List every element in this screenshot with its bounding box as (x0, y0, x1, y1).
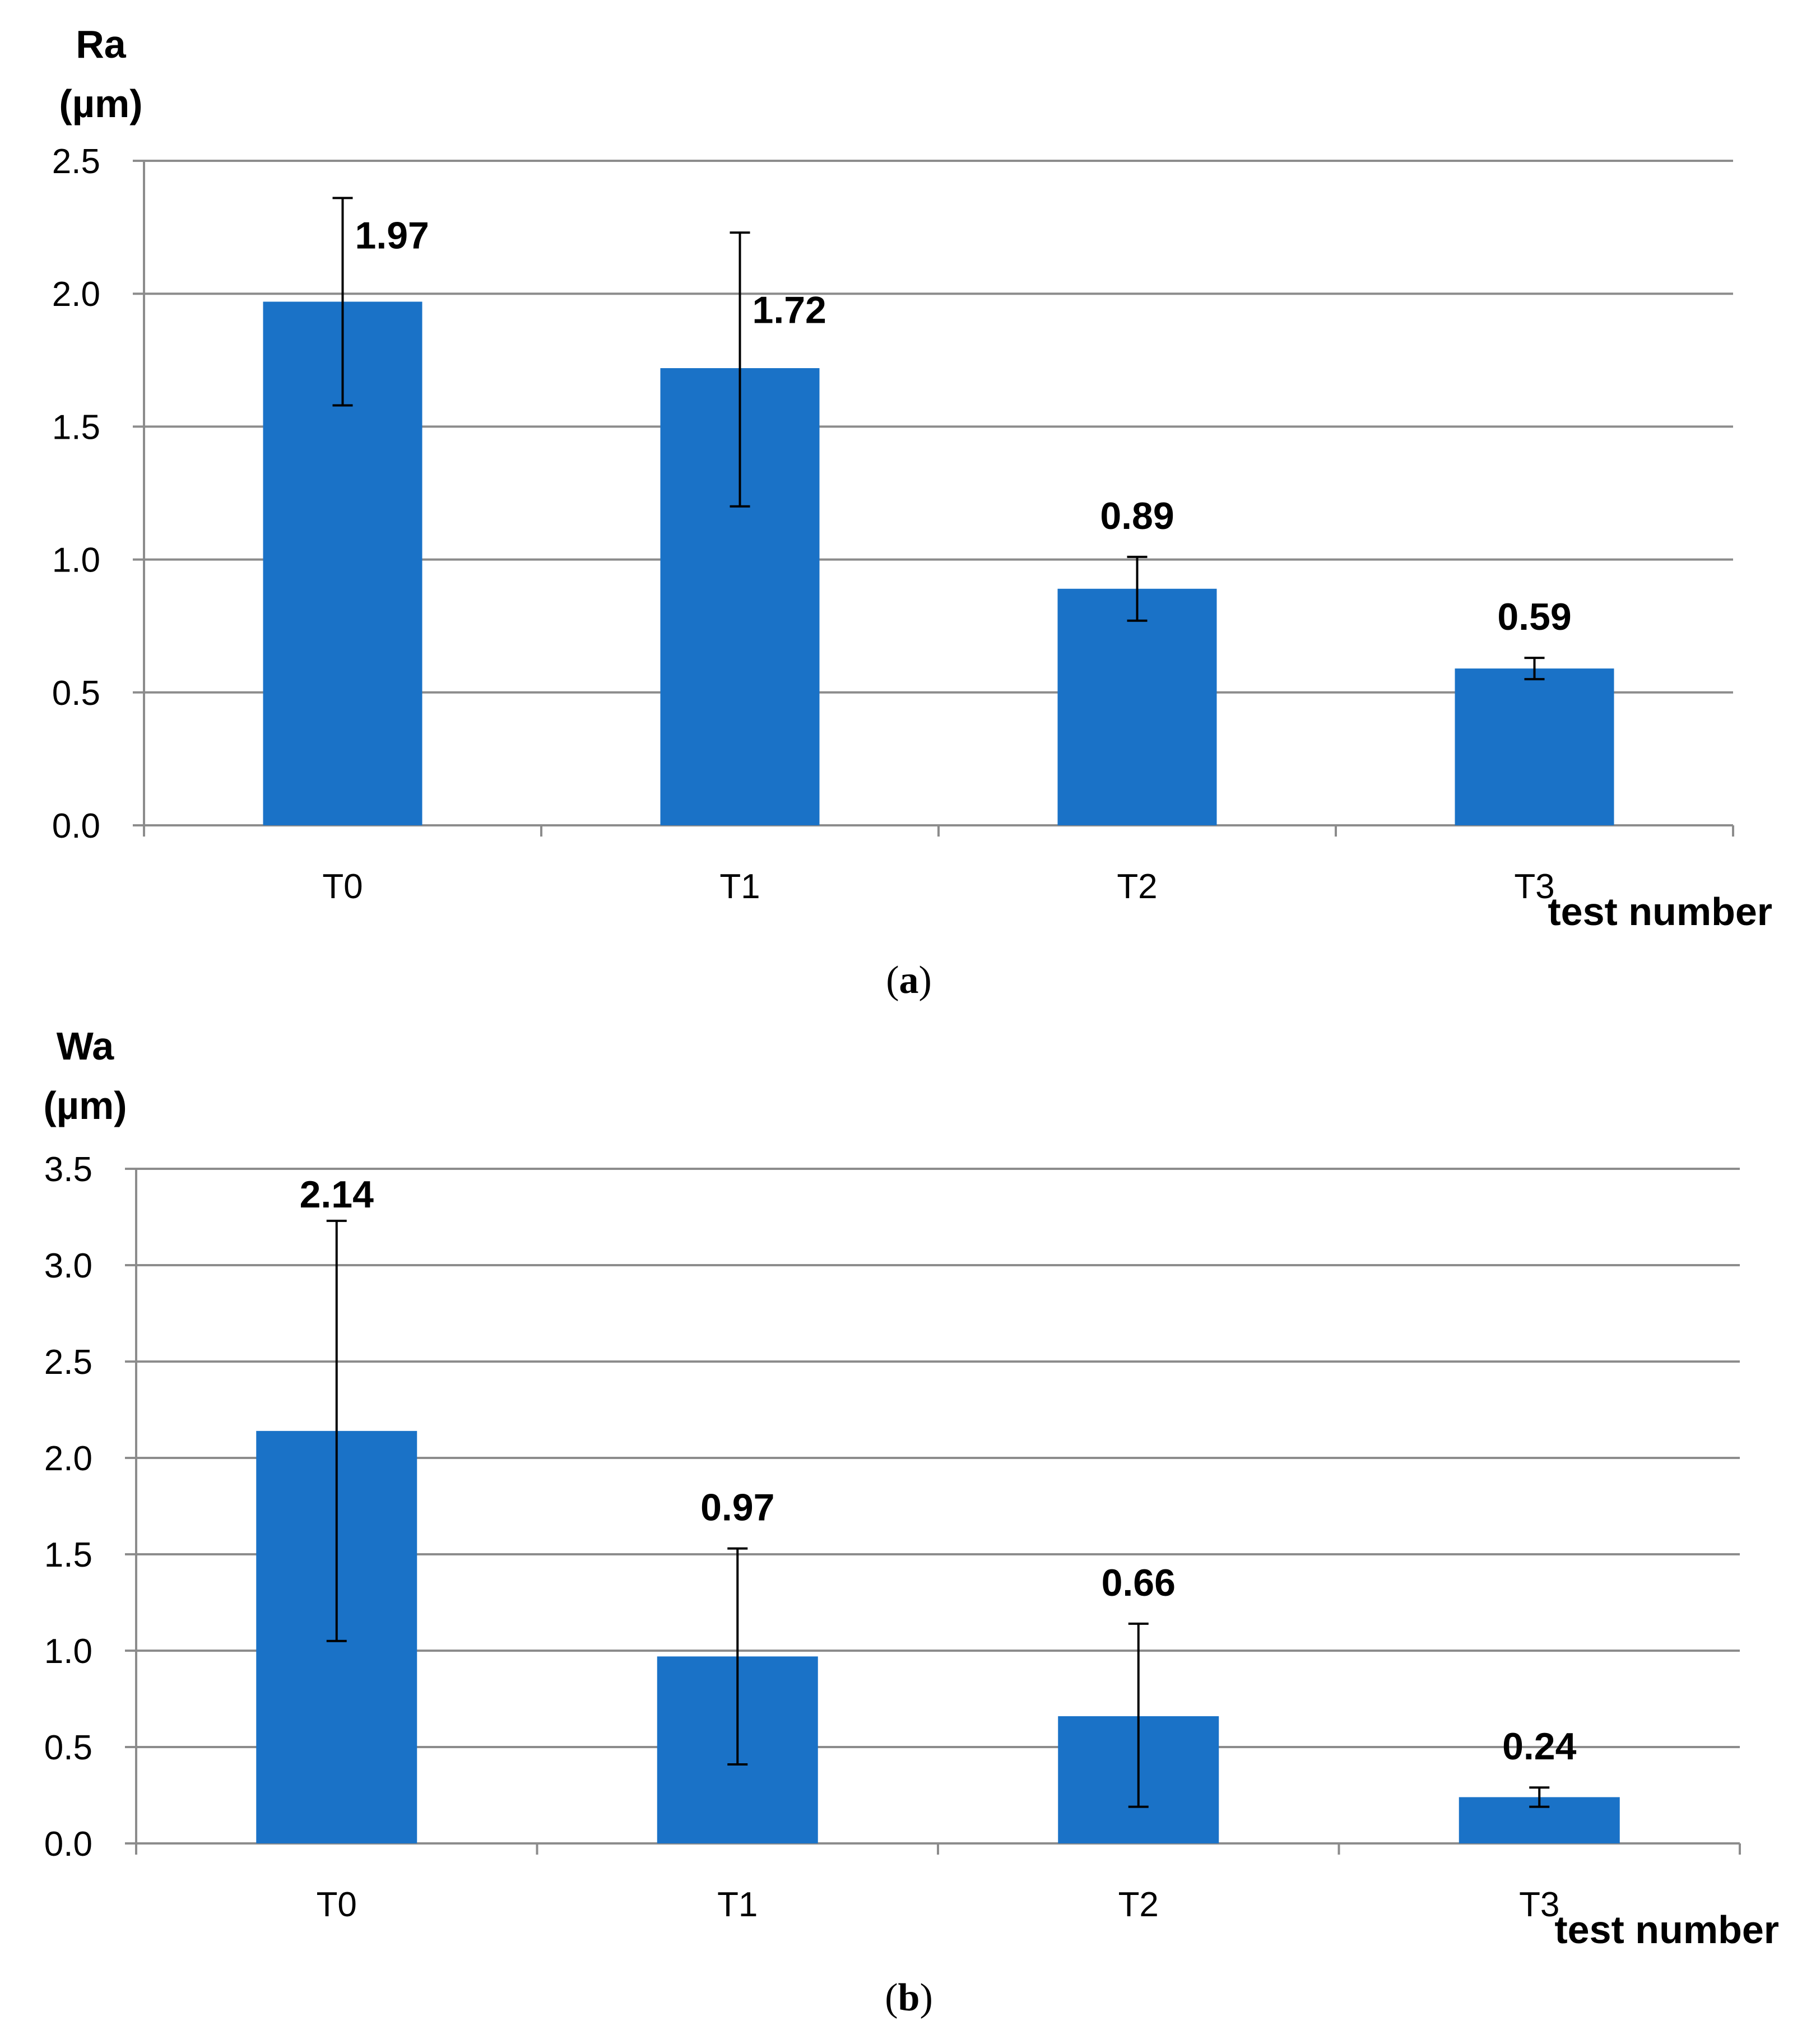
chart-a-y-tick-label: 0.0 (52, 807, 100, 846)
chart-a-x-tick-labels: T0 T1 T2 T3 (322, 867, 1554, 906)
chart-b-y-tick-label: 2.0 (44, 1439, 92, 1478)
chart-a-data-label-t2: 0.89 (1100, 495, 1174, 537)
chart-b-y-tick-label: 1.0 (44, 1632, 92, 1671)
chart-a-error-bar-t1 (730, 231, 750, 508)
chart-b-y-tick-label: 3.5 (44, 1150, 92, 1189)
chart-b-error-bars (326, 1219, 1550, 1808)
chart-b-data-label-t0: 2.14 (300, 1173, 374, 1216)
chart-b-caption: (b) (885, 1976, 933, 2019)
chart-a-y-tick-label: 0.5 (52, 674, 100, 713)
chart-a-error-bar-t0 (332, 197, 353, 407)
chart-a-error-bar-t2 (1127, 555, 1148, 622)
chart-a-data-label-t1: 1.72 (753, 289, 826, 331)
chart-b: 0.0 0.5 1.0 1.5 2.0 2.5 3.0 3.5 T0 T1 T2 T3 2.14 0.… (43, 1024, 1779, 2019)
chart-b-error-bar-t0 (326, 1219, 347, 1642)
chart-a-caption-close: ) (919, 959, 932, 1002)
chart-a-y-axis-label-line1: Ra (76, 22, 127, 66)
chart-a-y-tick-label: 2.0 (52, 275, 100, 314)
chart-b-x-tick-label-t0: T0 (317, 1885, 357, 1924)
chart-b-y-axis-label-line1: Wa (57, 1024, 114, 1068)
chart-a-bars (263, 301, 1614, 825)
chart-b-y-tick-label: 0.0 (44, 1825, 92, 1864)
chart-b-data-label-t2: 0.66 (1102, 1562, 1176, 1604)
chart-a-y-axis-label-line2: (µm) (59, 82, 142, 126)
chart-b-x-tick-label-t3: T3 (1519, 1885, 1559, 1924)
chart-b-y-tick-label: 0.5 (44, 1729, 92, 1767)
chart-a-x-tick-label-t2: T2 (1117, 867, 1157, 906)
chart-a-y-tick-labels: 0.0 0.5 1.0 1.5 2.0 2.5 (52, 142, 100, 846)
chart-a-x-axis-label: test number (1548, 890, 1772, 933)
chart-a-y-tick-label: 1.0 (52, 541, 100, 580)
chart-b-caption-open: ( (885, 1976, 898, 2019)
chart-a-bar-t2 (1057, 588, 1217, 825)
chart-b-error-bar-t3 (1529, 1786, 1550, 1808)
chart-a-caption-open: ( (886, 959, 899, 1002)
chart-a-bar-t3 (1455, 668, 1614, 825)
chart-a-y-tick-label: 1.5 (52, 408, 100, 447)
chart-b-y-tick-labels: 0.0 0.5 1.0 1.5 2.0 2.5 3.0 3.5 (44, 1150, 92, 1864)
chart-b-data-label-t1: 0.97 (700, 1486, 774, 1529)
chart-a-data-labels: 1.97 1.72 0.89 0.59 (355, 215, 1572, 639)
chart-b-y-tick-label: 2.5 (44, 1343, 92, 1382)
chart-b-caption-close: ) (919, 1976, 932, 2019)
chart-a-error-bar-t3 (1524, 657, 1545, 681)
chart-b-y-tick-label: 1.5 (44, 1536, 92, 1574)
chart-b-x-tick-label-t2: T2 (1118, 1885, 1159, 1924)
chart-b-x-tick-labels: T0 T1 T2 T3 (317, 1885, 1560, 1924)
chart-b-bars (256, 1430, 1620, 1843)
chart-a-x-tick-label-t3: T3 (1514, 867, 1554, 906)
chart-a-x-tick-label-t0: T0 (322, 867, 363, 906)
chart-a-y-tick-label: 2.5 (52, 142, 100, 181)
chart-a-caption-letter: a (899, 959, 919, 1002)
chart-b-data-label-t3: 0.24 (1502, 1725, 1577, 1768)
chart-b-error-bar-t1 (727, 1547, 748, 1766)
chart-b-error-bar-t2 (1128, 1622, 1149, 1808)
chart-b-y-axis-label-line2: (µm) (43, 1084, 127, 1127)
chart-a-data-label-t0: 1.97 (355, 215, 429, 257)
chart-a: 0.0 0.5 1.0 1.5 2.0 2.5 T0 T1 T2 T3 1.97 1.72 0.89… (52, 22, 1772, 1002)
chart-b-caption-letter: b (898, 1976, 920, 2019)
chart-a-caption: (a) (886, 959, 932, 1002)
chart-b-y-tick-label: 3.0 (44, 1247, 92, 1285)
chart-a-data-label-t3: 0.59 (1497, 596, 1571, 638)
chart-b-data-labels: 2.14 0.97 0.66 0.24 (300, 1173, 1577, 1768)
chart-b-x-axis-label: test number (1554, 1908, 1779, 1952)
chart-a-x-tick-label-t1: T1 (719, 867, 760, 906)
chart-a-error-bars (332, 197, 1545, 681)
chart-b-x-tick-label-t1: T1 (717, 1885, 758, 1924)
